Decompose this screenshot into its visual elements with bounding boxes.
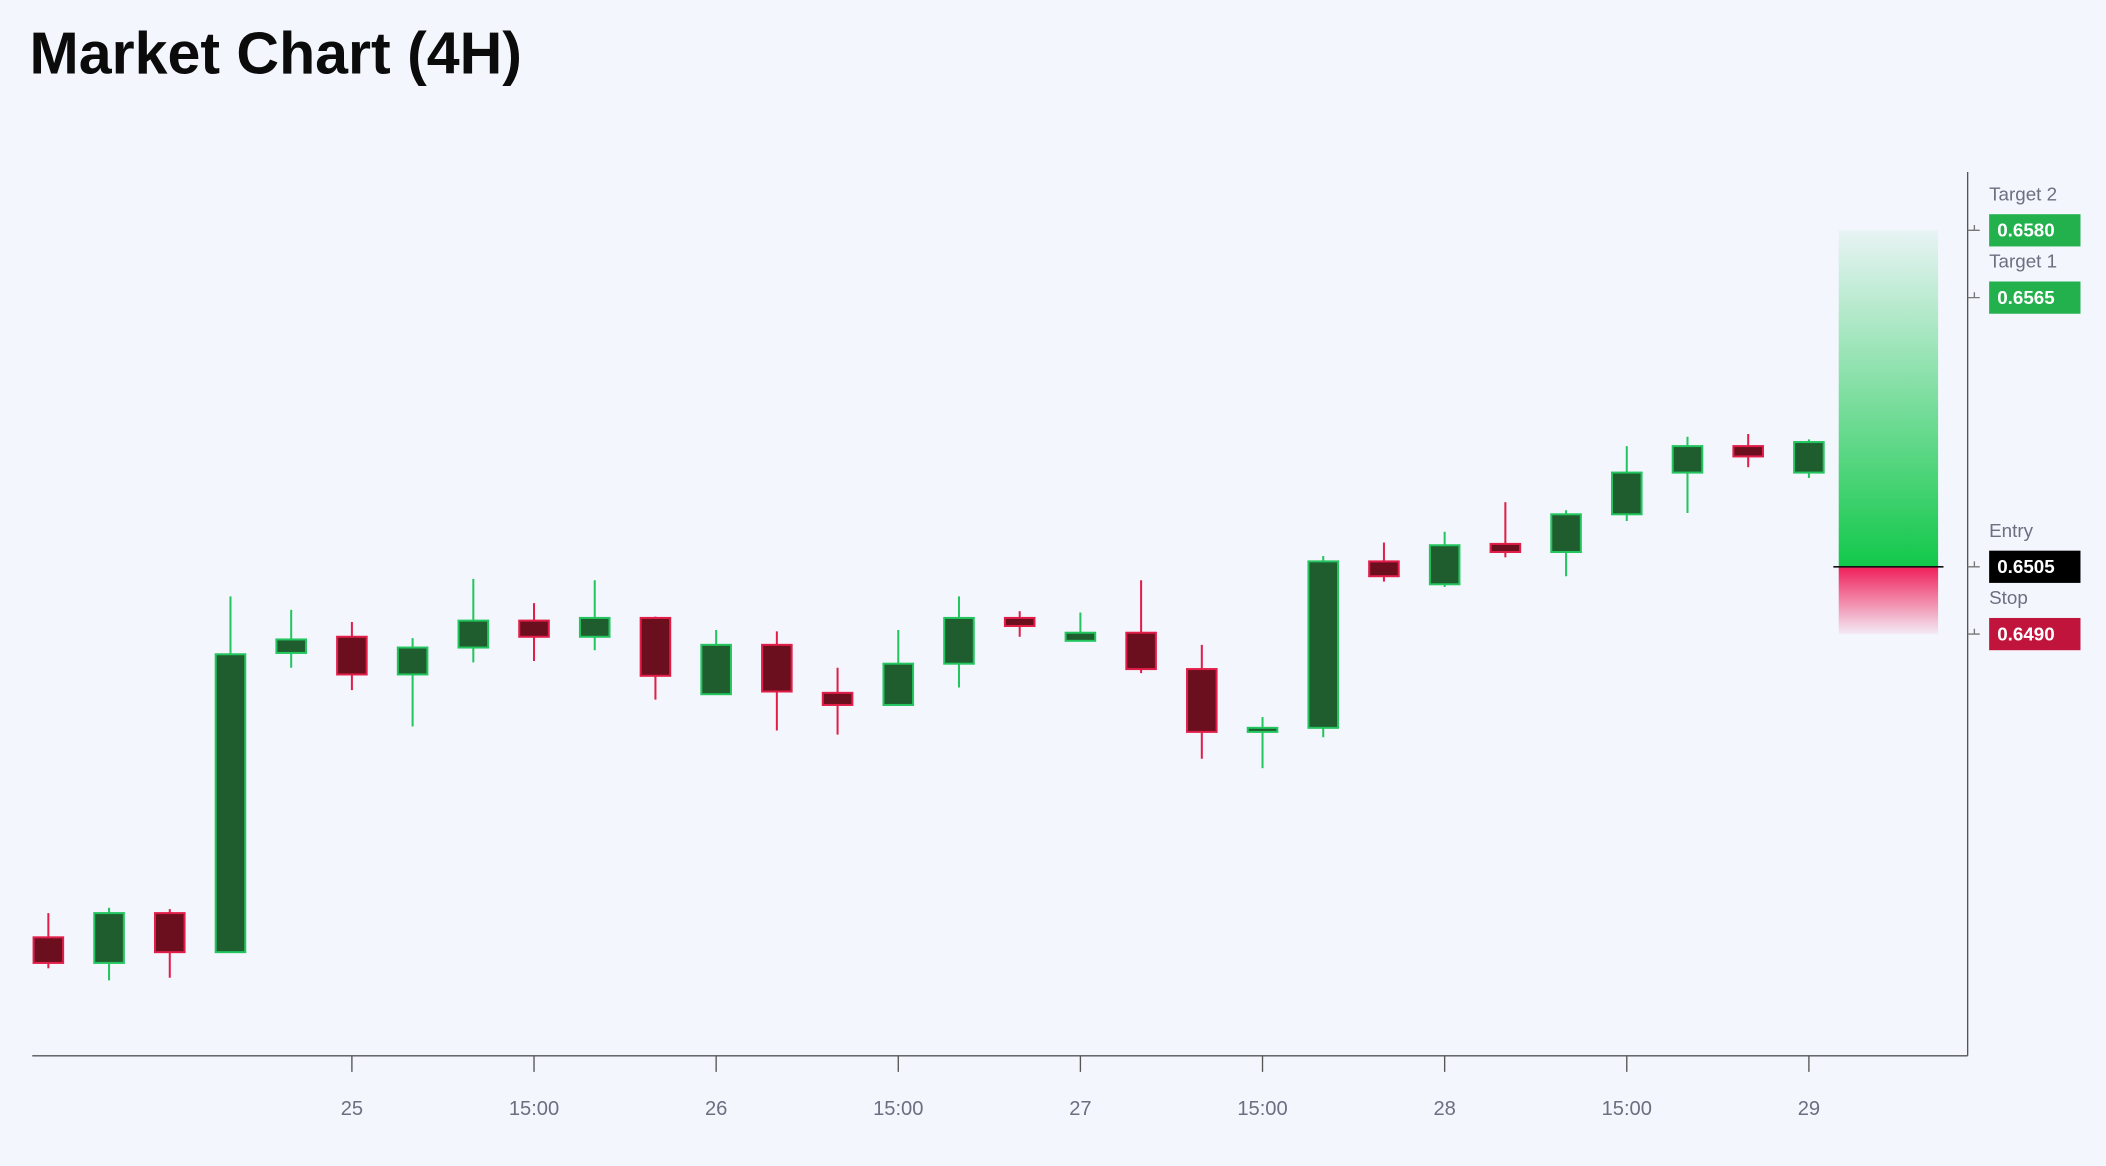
stop-zone — [1838, 566, 1939, 635]
candle-body — [275, 638, 307, 654]
candle-body — [153, 912, 186, 954]
candle-body — [518, 619, 550, 638]
candle-body — [1428, 544, 1461, 586]
level-badge — [1989, 281, 2081, 314]
candle-body — [1489, 542, 1522, 553]
x-tick-label: 29 — [1798, 1098, 1820, 1120]
candle-body — [32, 936, 65, 964]
candle-body — [1125, 631, 1157, 671]
level-tick — [1967, 561, 1980, 568]
chart-title: Market Chart (4H) — [30, 20, 522, 86]
candle-body — [578, 616, 611, 638]
x-tick-label: 15:00 — [873, 1098, 923, 1120]
candle-body — [93, 912, 125, 964]
candle-body — [1064, 631, 1097, 642]
x-tick-label: 28 — [1433, 1098, 1455, 1120]
x-tick-label: 15:00 — [1237, 1098, 1287, 1120]
candle-body — [1550, 513, 1582, 553]
candle-body — [1793, 441, 1825, 474]
level-label: 0.6490 — [1997, 623, 2055, 644]
level-badge — [1989, 214, 2081, 247]
candle-body — [1246, 726, 1279, 733]
x-tick-label: 15:00 — [509, 1098, 559, 1120]
level-tick — [1967, 628, 1980, 635]
level-name: Stop — [1989, 587, 2028, 608]
level-label: 0.6505 — [1997, 556, 2055, 577]
candle-body — [761, 643, 793, 693]
candle-body — [1671, 445, 1704, 474]
level-badge — [1989, 617, 2081, 651]
x-tick-label: 15:00 — [1602, 1098, 1652, 1120]
level-name: Target 2 — [1989, 183, 2057, 204]
candle-body — [1610, 471, 1643, 516]
candle-body — [1368, 560, 1400, 578]
candle-body — [1003, 616, 1036, 628]
level-tick — [1967, 292, 1980, 299]
candle-body — [943, 616, 975, 665]
candle-body — [1186, 668, 1218, 733]
candle-body — [1307, 560, 1340, 729]
candle-body — [1732, 445, 1764, 458]
candle-body — [396, 646, 429, 676]
level-name: Entry — [1989, 520, 2033, 541]
candle-body — [700, 643, 732, 696]
candle-body — [457, 619, 490, 649]
candle-body — [214, 653, 247, 954]
candle-body — [882, 662, 915, 706]
level-label: 0.6580 — [1997, 220, 2055, 241]
x-tick-label: 25 — [341, 1098, 363, 1120]
level-tick — [1967, 224, 1980, 231]
level-name: Target 1 — [1989, 251, 2057, 272]
candle-body — [336, 635, 368, 676]
target-zone — [1838, 230, 1939, 567]
x-tick-label: 26 — [705, 1098, 727, 1120]
level-label: 0.6565 — [1997, 287, 2055, 308]
candle-body — [639, 616, 672, 677]
candle-body — [821, 691, 854, 706]
x-tick-label: 27 — [1069, 1098, 1091, 1120]
level-badge — [1989, 550, 2081, 583]
